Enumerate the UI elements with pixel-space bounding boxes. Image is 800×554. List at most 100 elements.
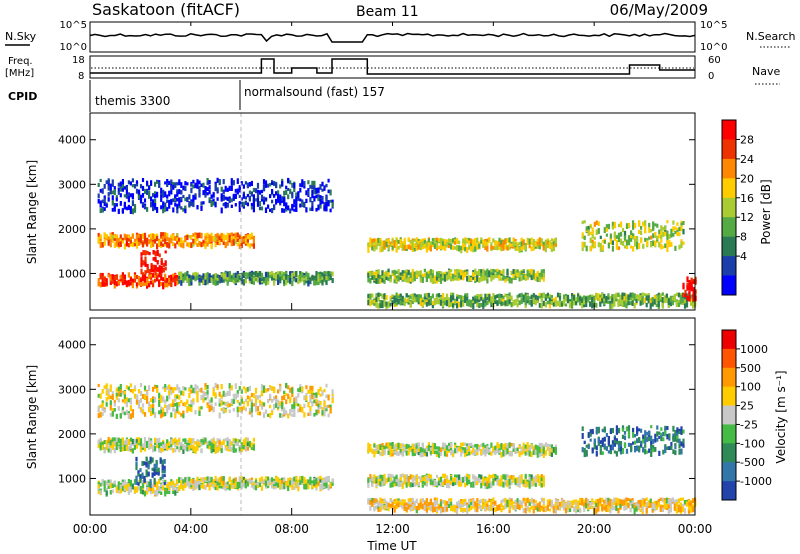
data-cell <box>456 447 459 454</box>
data-cell <box>238 235 241 240</box>
data-cell <box>389 243 392 247</box>
data-cell <box>182 273 185 278</box>
data-cell <box>395 238 398 242</box>
y-tick-label: 1000 <box>58 267 86 280</box>
data-cell <box>510 295 513 301</box>
data-cell <box>236 485 239 490</box>
data-cell <box>242 478 245 483</box>
data-cell <box>323 185 326 191</box>
data-cell <box>230 479 233 485</box>
data-cell <box>210 278 213 283</box>
data-cell <box>113 447 116 454</box>
data-cell <box>683 299 687 305</box>
data-cell <box>144 262 147 267</box>
data-cell <box>228 271 231 276</box>
data-cell <box>673 293 676 299</box>
data-cell <box>309 277 312 284</box>
data-cell <box>641 299 644 305</box>
data-cell <box>160 267 163 273</box>
data-cell <box>413 443 416 449</box>
data-cell <box>530 269 533 275</box>
data-cell <box>135 487 139 493</box>
data-cell <box>295 199 298 205</box>
data-cell <box>665 298 668 303</box>
colorbar-tick-label: 28 <box>740 133 754 146</box>
data-cell <box>111 279 114 284</box>
data-cell <box>595 220 598 225</box>
data-cell <box>252 199 255 205</box>
data-cell <box>462 275 465 281</box>
data-cell <box>214 479 217 483</box>
band-1 <box>97 272 179 290</box>
data-cell <box>645 297 648 301</box>
date-label: 06/May/2009 <box>610 1 708 19</box>
data-cell <box>258 271 262 277</box>
data-cell <box>494 243 497 250</box>
data-cell <box>170 483 173 488</box>
data-cell <box>520 270 523 276</box>
data-cell <box>583 302 586 308</box>
data-cell <box>405 293 408 298</box>
data-cell <box>377 444 380 450</box>
data-cell <box>281 271 284 276</box>
data-cell <box>305 207 308 213</box>
data-cell <box>150 440 153 444</box>
data-cell <box>182 485 185 491</box>
data-cell <box>468 303 471 307</box>
data-cell <box>174 236 177 240</box>
data-cell <box>166 440 169 447</box>
data-cell <box>154 191 157 197</box>
data-cell <box>609 295 612 300</box>
data-cell <box>188 242 191 248</box>
data-cell <box>220 441 223 445</box>
data-cell <box>441 300 445 304</box>
data-cell <box>518 277 521 282</box>
data-cell <box>395 242 398 247</box>
data-cell <box>433 298 436 303</box>
data-cell <box>437 452 441 458</box>
data-cell <box>214 236 217 242</box>
data-cell <box>534 449 537 454</box>
data-cell <box>154 273 157 279</box>
data-cell <box>552 447 555 453</box>
data-cell <box>427 299 430 305</box>
data-cell <box>140 262 143 268</box>
data-cell <box>271 272 274 278</box>
data-cell <box>562 299 566 306</box>
data-cell <box>161 459 164 465</box>
data-cell <box>502 301 505 306</box>
data-cell <box>486 268 489 275</box>
data-cell <box>544 442 547 447</box>
data-cell <box>393 296 396 302</box>
data-cell <box>421 477 424 483</box>
data-cell <box>123 186 126 190</box>
data-cell <box>216 187 219 193</box>
data-cell <box>238 476 241 482</box>
data-cell <box>375 238 378 244</box>
data-cell <box>482 442 485 448</box>
data-cell <box>478 302 481 307</box>
data-cell <box>480 296 483 301</box>
data-cell <box>319 475 322 480</box>
data-cell <box>617 246 621 250</box>
data-cell <box>329 272 332 278</box>
data-cell <box>176 203 179 210</box>
data-cell <box>373 443 376 448</box>
data-cell <box>492 447 495 452</box>
data-cell <box>676 222 679 226</box>
data-cell <box>208 273 211 278</box>
data-cell <box>325 202 328 208</box>
data-cell <box>500 452 503 458</box>
data-cell <box>208 180 211 185</box>
data-cell <box>295 480 298 484</box>
data-cell <box>107 185 110 191</box>
data-cell <box>605 227 608 232</box>
data-cell <box>540 242 543 247</box>
data-cell <box>319 279 322 284</box>
data-cell <box>597 296 600 301</box>
data-cell <box>694 276 697 282</box>
data-cell <box>182 448 185 454</box>
data-cell <box>437 446 441 452</box>
data-cell <box>682 221 685 225</box>
data-cell <box>613 293 616 298</box>
